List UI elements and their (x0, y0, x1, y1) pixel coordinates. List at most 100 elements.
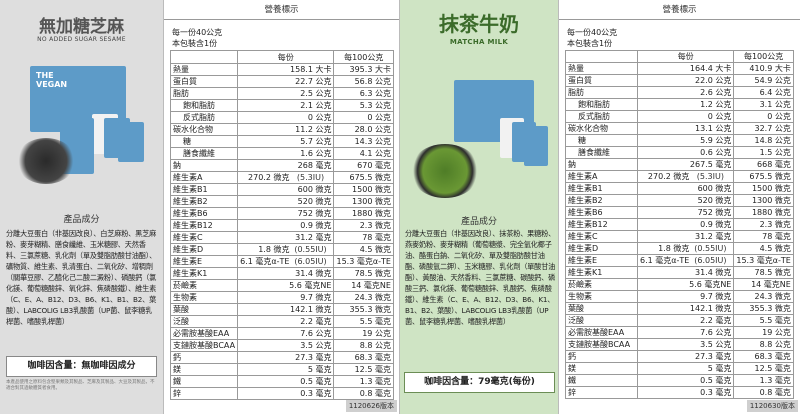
per-serving-amount: 752 微克 (297, 209, 332, 218)
allergen-note: 本產品使用之原料包含堅果類及其製品、芝麻及其製品、大豆及其製品，不適合對其過敏體… (6, 380, 155, 391)
nutrient-name: 維生素B2 (169, 195, 239, 208)
iu-value: (6.05IU) (694, 256, 727, 265)
per-serving-value: 5 毫克 (237, 363, 335, 376)
per-serving-value: 268 毫克 (237, 159, 335, 172)
per-serving-value: 164.4 大卡 (636, 62, 735, 75)
per-100g-value: 24.3 微克 (733, 290, 794, 303)
nutrition-header: 營養標示 (164, 0, 399, 20)
table-row: 支鏈胺基酸BCAA 3.5 公克 8.8 公克 (169, 339, 394, 352)
per-serving-value: 0.9 微克 (636, 218, 735, 231)
per-serving-amount: 22.7 公克 (295, 77, 332, 86)
per-100g-value: 395.3 大卡 (333, 63, 394, 76)
table-row: 脂肪 2.5 公克 6.3 公克 (169, 87, 394, 100)
nutrient-name: 必需胺基酸EAA (169, 327, 239, 340)
nutrient-name: 鈣 (565, 350, 638, 363)
per-100g-value: 24.3 微克 (333, 291, 394, 304)
per-100g-value: 668 毫克 (733, 158, 794, 171)
per-serving-value: 7.6 公克 (237, 327, 335, 340)
per-serving-value: 11.2 公克 (237, 123, 335, 136)
table-row: 反式脂肪 0 公克 0 公克 (565, 110, 794, 123)
table-row: 維生素D 1.8 微克 (0.55IU) 4.5 微克 (565, 242, 794, 255)
nutrient-name: 維生素B6 (565, 206, 638, 219)
per-serving-amount: 1.8 微克 (658, 244, 690, 253)
table-row: 維生素B2 520 微克 1300 微克 (169, 195, 394, 208)
nutrient-name: 維生素B2 (565, 194, 638, 207)
per-serving-amount: 2.1 公克 (300, 101, 332, 110)
table-row: 鎂 5 毫克 12.5 毫克 (169, 363, 394, 376)
ingredients-text: 分離大豆蛋白（非基因改良）、白芝麻粉、黑芝麻粉、麥芽糊精、膳食纖維、玉米糖膠、天… (6, 229, 157, 326)
per-serving-value: 22.7 公克 (237, 75, 335, 88)
per-serving-value: 5 毫克 (636, 362, 735, 375)
nutrient-name: 鎂 (169, 363, 239, 376)
per-serving-amount: 0.3 毫克 (300, 389, 332, 398)
sesame-seeds-image (16, 138, 76, 184)
per-serving-amount: 31.2 毫克 (695, 232, 732, 241)
per-100g-value: 1880 微克 (333, 207, 394, 220)
table-row: 維生素B12 0.9 微克 2.3 微克 (565, 218, 794, 231)
nutrient-name: 菸鹼素 (565, 278, 638, 291)
per-serving-value: 9.7 微克 (237, 291, 335, 304)
per-100g-value: 1.5 公克 (733, 146, 794, 159)
per-serving-amount: 7.6 公克 (300, 329, 332, 338)
sachet-image (524, 126, 548, 166)
per-100g-value: 14 毫克NE (333, 279, 394, 292)
ingredients-heading: 產品成分 (63, 215, 100, 225)
per-serving-value: 5.9 公克 (636, 134, 735, 147)
per-serving-amount: 3.5 公克 (300, 341, 332, 350)
table-row: 維生素K1 31.4 微克 78.5 微克 (169, 267, 394, 280)
table-row: 維生素A 270.2 微克 (5.3IU) 675.5 微克 (565, 170, 794, 183)
per-serving-value: 2.2 毫克 (636, 314, 735, 327)
nutrient-name: 飽和脂肪 (169, 99, 239, 112)
per-serving-amount: 0.9 微克 (300, 221, 332, 230)
nutrient-name: 維生素A (565, 170, 638, 183)
per-100g-value: 5.5 毫克 (733, 314, 794, 327)
per-serving-amount: 0.9 微克 (700, 220, 732, 229)
per-100g-value: 78.5 微克 (733, 266, 794, 279)
nutrient-name: 膳食纖維 (565, 146, 638, 159)
per-serving-value: 5.6 毫克NE (237, 279, 335, 292)
per-serving-value: 142.1 微克 (636, 302, 735, 315)
per-serving-amount: 1.6 公克 (300, 149, 332, 158)
serving-size: 每一份40公克 (567, 28, 618, 37)
iu-value: (0.55IU) (694, 244, 727, 253)
nutrient-name: 鐵 (565, 374, 638, 387)
table-row: 泛酸 2.2 毫克 5.5 毫克 (565, 314, 794, 327)
iu-value: (5.3IU) (696, 172, 724, 181)
nutrient-name: 維生素C (565, 230, 638, 243)
table-row: 葉酸 142.1 微克 355.3 微克 (565, 302, 794, 315)
per-100g-value: 12.5 毫克 (333, 363, 394, 376)
per-serving-value: 520 微克 (237, 195, 335, 208)
nutrient-name: 泛酸 (565, 314, 638, 327)
nutrition-header: 營養標示 (559, 0, 800, 20)
per-100g-value: 0 公克 (333, 111, 394, 124)
sesame-nutrition-panel: 營養標示 每一份40公克 本包裝含1份 每份 每100公克 熱量 158.1 大卡… (163, 0, 400, 414)
per-serving-value: 6.1 毫克α-TE (6.05IU) (237, 255, 335, 268)
table-row: 鈉 267.5 毫克 668 毫克 (565, 158, 794, 171)
nutrient-name: 生物素 (169, 291, 239, 304)
per-serving-value: 2.2 毫克 (237, 315, 335, 328)
col-per-100g: 每100公克 (733, 50, 794, 63)
per-serving-value: 0.5 毫克 (237, 375, 335, 388)
per-serving-amount: 0 公克 (307, 113, 332, 122)
per-100g-value: 19 公克 (733, 326, 794, 339)
nutrient-name: 維生素E (565, 254, 638, 267)
nutrient-name: 反式脂肪 (565, 110, 638, 123)
ingredients-heading: 產品成分 (460, 217, 497, 227)
sachet-image (118, 122, 144, 162)
per-serving-amount: 752 微克 (697, 208, 732, 217)
nutrient-name: 脂肪 (169, 87, 239, 100)
per-serving-value: 158.1 大卡 (237, 63, 335, 76)
product-image (408, 58, 550, 210)
per-100g-value: 5.3 公克 (333, 99, 394, 112)
caffeine-note: 咖啡因含量：79毫克(每份) (404, 372, 555, 393)
per-serving-value: 0 公克 (237, 111, 335, 124)
per-100g-value: 8.8 公克 (333, 339, 394, 352)
table-row: 支鏈胺基酸BCAA 3.5 公克 8.8 公克 (565, 338, 794, 351)
table-row: 維生素A 270.2 微克 (5.3IU) 675.5 微克 (169, 171, 394, 184)
table-row: 維生素B2 520 微克 1300 微克 (565, 194, 794, 207)
table-row: 鐵 0.5 毫克 1.3 毫克 (565, 374, 794, 387)
table-row: 膳食纖維 1.6 公克 4.1 公克 (169, 147, 394, 160)
nutrient-name: 維生素C (169, 231, 239, 244)
per-100g-value: 1.3 毫克 (333, 375, 394, 388)
iu-value: (0.55IU) (294, 245, 327, 254)
